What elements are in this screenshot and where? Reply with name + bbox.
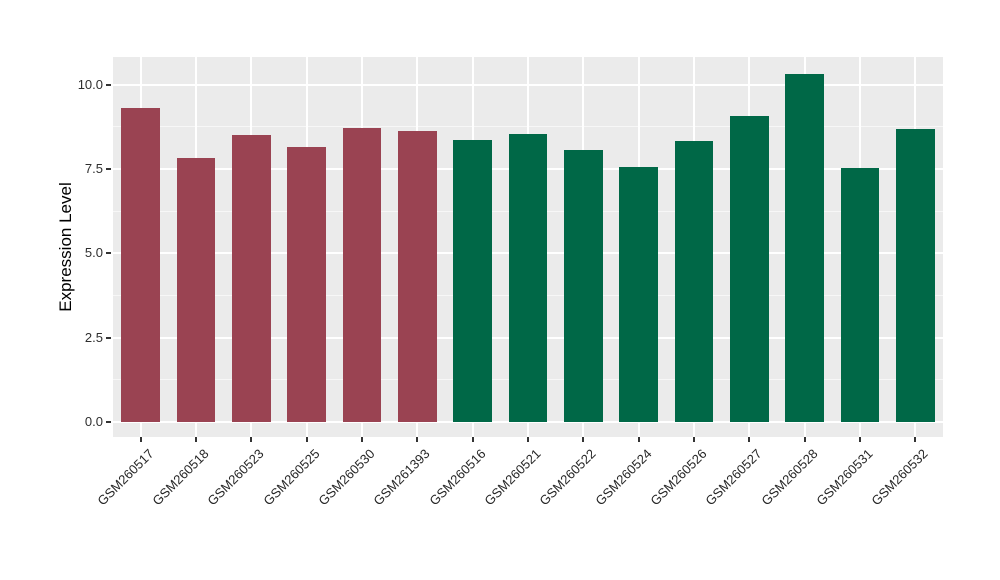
x-tick-label: GSM260530 [315, 446, 378, 509]
x-tick-mark [803, 437, 806, 442]
x-tick-mark [859, 437, 861, 442]
y-tick-mark [106, 336, 111, 339]
bar-GSM261393 [397, 130, 437, 422]
bar-GSM260517 [121, 107, 161, 422]
bar-GSM260526 [674, 140, 714, 422]
bar-GSM260524 [619, 167, 659, 422]
bar-GSM260523 [231, 134, 271, 422]
y-tick-mark [106, 83, 111, 86]
x-tick-label: GSM260525 [260, 446, 323, 509]
x-tick-mark [582, 437, 585, 442]
bar-GSM260516 [453, 140, 493, 422]
bar-GSM260528 [785, 74, 825, 422]
x-tick-label: GSM260517 [94, 446, 157, 509]
y-tick-label: 10.0 [77, 76, 103, 92]
x-tick-mark [361, 437, 363, 442]
y-tick-label: 7.5 [84, 160, 103, 176]
x-tick-mark [637, 437, 640, 442]
plot-panel [113, 57, 943, 437]
x-tick-mark [693, 437, 695, 442]
y-tick-mark [106, 167, 111, 170]
x-tick-label: GSM260532 [868, 446, 931, 509]
x-tick-mark [139, 437, 142, 442]
bar-GSM260521 [508, 134, 548, 422]
y-tick-mark [106, 252, 111, 255]
x-tick-label: GSM260516 [426, 446, 489, 509]
x-tick-mark [416, 437, 419, 442]
bar-GSM260525 [287, 146, 327, 422]
x-tick-mark [748, 437, 751, 442]
x-tick-mark [527, 437, 529, 442]
bar-GSM260522 [563, 149, 603, 422]
bar-GSM260518 [176, 157, 216, 422]
x-tick-mark [195, 437, 197, 442]
y-tick-label: 2.5 [84, 329, 103, 345]
y-tick-mark [106, 420, 111, 423]
x-tick-label: GSM260523 [204, 446, 267, 509]
x-tick-label: GSM260526 [647, 446, 710, 509]
x-tick-label: GSM261393 [370, 446, 433, 509]
bar-GSM260530 [342, 127, 382, 422]
x-tick-label: GSM260521 [481, 446, 544, 509]
x-tick-mark [305, 437, 308, 442]
bar-GSM260527 [729, 116, 769, 422]
x-tick-mark [914, 437, 917, 442]
bar-GSM260532 [895, 128, 935, 422]
y-tick-label: 0.0 [84, 413, 103, 429]
x-tick-mark [471, 437, 474, 442]
bar-GSM260531 [840, 167, 880, 422]
x-tick-label: GSM260524 [592, 446, 655, 509]
x-tick-label: GSM260527 [702, 446, 765, 509]
x-tick-label: GSM260531 [813, 446, 876, 509]
x-tick-label: GSM260522 [536, 446, 599, 509]
x-tick-label: GSM260518 [149, 446, 212, 509]
x-tick-mark [250, 437, 253, 442]
x-tick-label: GSM260528 [758, 446, 821, 509]
y-tick-label: 5.0 [84, 245, 103, 261]
